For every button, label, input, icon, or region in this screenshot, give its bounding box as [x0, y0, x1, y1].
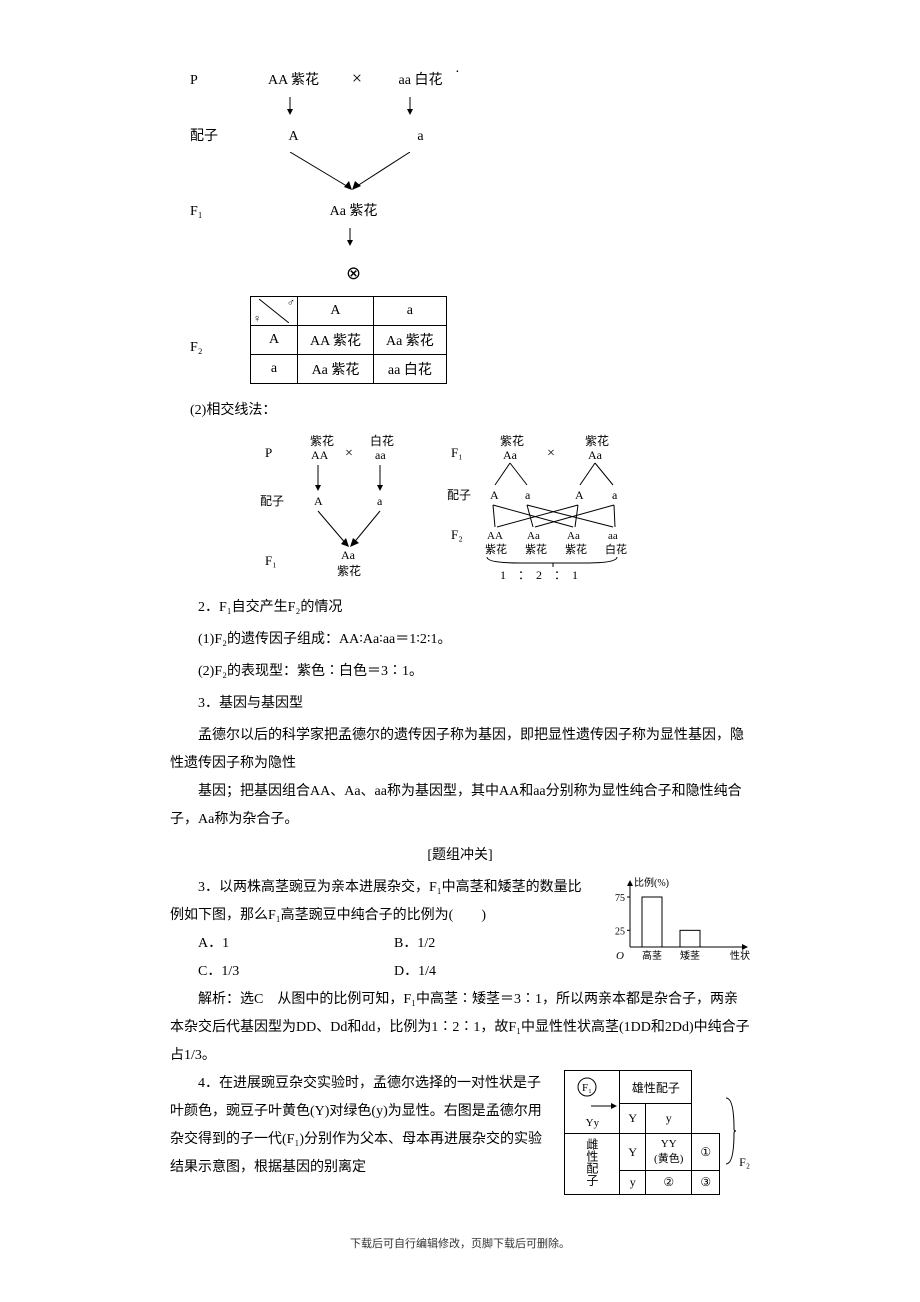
- svg-text:A: A: [314, 494, 323, 508]
- male-symbol: ♂: [287, 297, 295, 309]
- text-t2: (1)F₂的遗传因子组成：AA∶Aa∶aa＝1∶2∶1。: [170, 626, 750, 654]
- svg-text:F₁: F₁: [451, 445, 463, 460]
- q4-cell-10: ②: [646, 1171, 692, 1195]
- svg-text:a: a: [525, 488, 531, 502]
- svg-text:紫花: 紫花: [585, 433, 609, 448]
- bar-chart: 25 75 比例(%) 高茎 矮茎 性状 O: [600, 874, 750, 974]
- choice-a: A．1: [198, 930, 394, 958]
- punnett-col-1: a: [373, 297, 446, 326]
- punnett-cell: Aa 紫花: [373, 326, 446, 355]
- punnett-cell: aa 白花: [373, 355, 446, 384]
- gamete-label: 配子: [190, 126, 250, 148]
- svg-text:AA: AA: [311, 448, 329, 462]
- text-t5: 孟德尔以后的科学家把孟德尔的遗传因子称为基因，即把显性遗传因子称为显性基因，隐性…: [170, 722, 750, 778]
- svg-text:×: ×: [345, 446, 353, 461]
- svg-text:紫花: 紫花: [565, 543, 587, 556]
- svg-text:75: 75: [615, 893, 625, 904]
- svg-text:配子: 配子: [260, 494, 284, 508]
- svg-text:25: 25: [615, 927, 625, 938]
- q4-punnett: F₁ Yy 雄性配子 Y y 雌性配子 Y YY (黄色) ①: [564, 1070, 720, 1195]
- svg-text:比例(%): 比例(%): [634, 876, 669, 889]
- choice-c: C．1/3: [198, 958, 394, 986]
- f1-text: Aa 紫花: [254, 201, 454, 223]
- punnett-col-0: A: [298, 297, 374, 326]
- line-cross-left: P 紫花 白花 AA aa × 配子 A a F₁ Aa 紫花: [255, 427, 425, 586]
- text-t7: [题组冲关]: [170, 844, 750, 864]
- punnett-cell: AA 紫花: [298, 326, 374, 355]
- punnett-cell: Aa 紫花: [298, 355, 374, 384]
- q4-punnett-wrapper: F₁ Yy 雄性配子 Y y 雌性配子 Y YY (黄色) ①: [554, 1070, 750, 1195]
- svg-text:Aa: Aa: [341, 548, 356, 562]
- question-3: 2575比例(%)高茎矮茎性状O 3．以两株高茎豌豆为亲本进展杂交，F₁中高茎和…: [170, 874, 750, 1070]
- svg-text:白花: 白花: [370, 433, 394, 448]
- text-t6: 基因；把基因组合AA、Aa、aa称为基因型，其中AA和aa分别称为显性纯合子和隐…: [170, 778, 750, 834]
- q4-cell-11: ③: [692, 1171, 720, 1195]
- text-t4: 3．基因与基因型: [170, 690, 750, 718]
- male-gamete-header: 雄性配子: [620, 1071, 692, 1104]
- cross-diagram-1: P AA 紫花 × aa 白花 配子 A a F₁ Aa 紫花: [190, 64, 750, 384]
- arrow-f1-self: [250, 228, 530, 250]
- svg-text:Aa: Aa: [588, 448, 603, 462]
- svg-text:F₂: F₂: [451, 527, 463, 542]
- gamete-right: a: [381, 126, 461, 148]
- svg-text:AA: AA: [487, 530, 503, 542]
- svg-text:a: a: [377, 494, 383, 508]
- q4-row-1: y: [620, 1171, 646, 1195]
- svg-text:P: P: [265, 445, 272, 460]
- line-cross-right: F₁ 紫花 紫花 Aa Aa × 配子 A a A a: [445, 427, 665, 586]
- svg-text:F₁: F₁: [265, 553, 277, 568]
- svg-text:Aa: Aa: [527, 530, 540, 542]
- f1-label: F₁: [190, 201, 250, 223]
- arrows-gamete-to-f1: [250, 152, 530, 192]
- svg-text:紫花: 紫花: [337, 563, 361, 578]
- f2-label: F₂: [190, 340, 250, 356]
- text-t3: (2)F₂的表现型：紫色∶白色＝3∶1。: [170, 658, 750, 686]
- arrows-p-to-gamete: [250, 97, 530, 117]
- svg-text:A: A: [575, 488, 584, 502]
- q3-answer: 解析：选C 从图中的比例可知，F₁中高茎∶矮茎＝3∶1，所以两亲本都是杂合子，两…: [170, 986, 750, 1070]
- choice-b: B．1/2: [394, 930, 590, 958]
- svg-text:配子: 配子: [447, 488, 471, 502]
- text-t1: 2．F₁自交产生F₂的情况: [170, 594, 750, 622]
- question-4: F₁ Yy 雄性配子 Y y 雌性配子 Y YY (黄色) ①: [170, 1070, 750, 1195]
- svg-text:A: A: [490, 488, 499, 502]
- gamete-left: A: [254, 126, 334, 148]
- q4-cell-01: ①: [692, 1134, 720, 1171]
- punnett-row-0: A: [251, 326, 298, 355]
- q4-f2-label: F₂: [739, 1155, 750, 1169]
- female-symbol: ♀: [253, 313, 261, 325]
- svg-text:Aa: Aa: [567, 530, 580, 542]
- svg-text:Aa: Aa: [503, 448, 518, 462]
- svg-text:紫花: 紫花: [525, 543, 547, 556]
- punnett-row-1: a: [251, 355, 298, 384]
- svg-text:aa: aa: [608, 530, 618, 542]
- svg-text:1 ： 2 ： 1: 1 ： 2 ： 1: [500, 568, 578, 582]
- svg-text:紫花: 紫花: [500, 433, 524, 448]
- q4-cell-00: YY (黄色): [646, 1134, 692, 1171]
- svg-text:性状: 性状: [730, 949, 750, 962]
- svg-text:矮茎: 矮茎: [680, 950, 700, 962]
- choice-d: D．1/4: [394, 958, 590, 986]
- section-2-label: (2)相交线法：: [190, 399, 750, 419]
- self-symbol: ⊗: [254, 259, 454, 288]
- svg-text:a: a: [612, 488, 618, 502]
- svg-text:F₁: F₁: [582, 1082, 592, 1094]
- svg-text:高茎: 高茎: [642, 949, 662, 962]
- svg-text:紫花: 紫花: [485, 543, 507, 556]
- q4-row-0: Y: [620, 1134, 646, 1171]
- svg-text:紫花: 紫花: [310, 433, 334, 448]
- q4-col-1: y: [646, 1104, 692, 1134]
- svg-text:aa: aa: [375, 448, 386, 462]
- page-footer: 下载后可自行编辑修改，页脚下载后可删除。: [170, 1235, 750, 1251]
- female-gamete-header: 雌性配子: [584, 1138, 601, 1186]
- punnett-square: ♂ ♀ A a A AA 紫花 Aa 紫花 a Aa 紫花 aa 白花: [250, 296, 447, 384]
- svg-text:白花: 白花: [605, 542, 627, 556]
- svg-text:O: O: [616, 950, 624, 962]
- svg-text:×: ×: [547, 446, 555, 461]
- header-dot: ．: [0, 60, 920, 75]
- q4-col-0: Y: [620, 1104, 646, 1134]
